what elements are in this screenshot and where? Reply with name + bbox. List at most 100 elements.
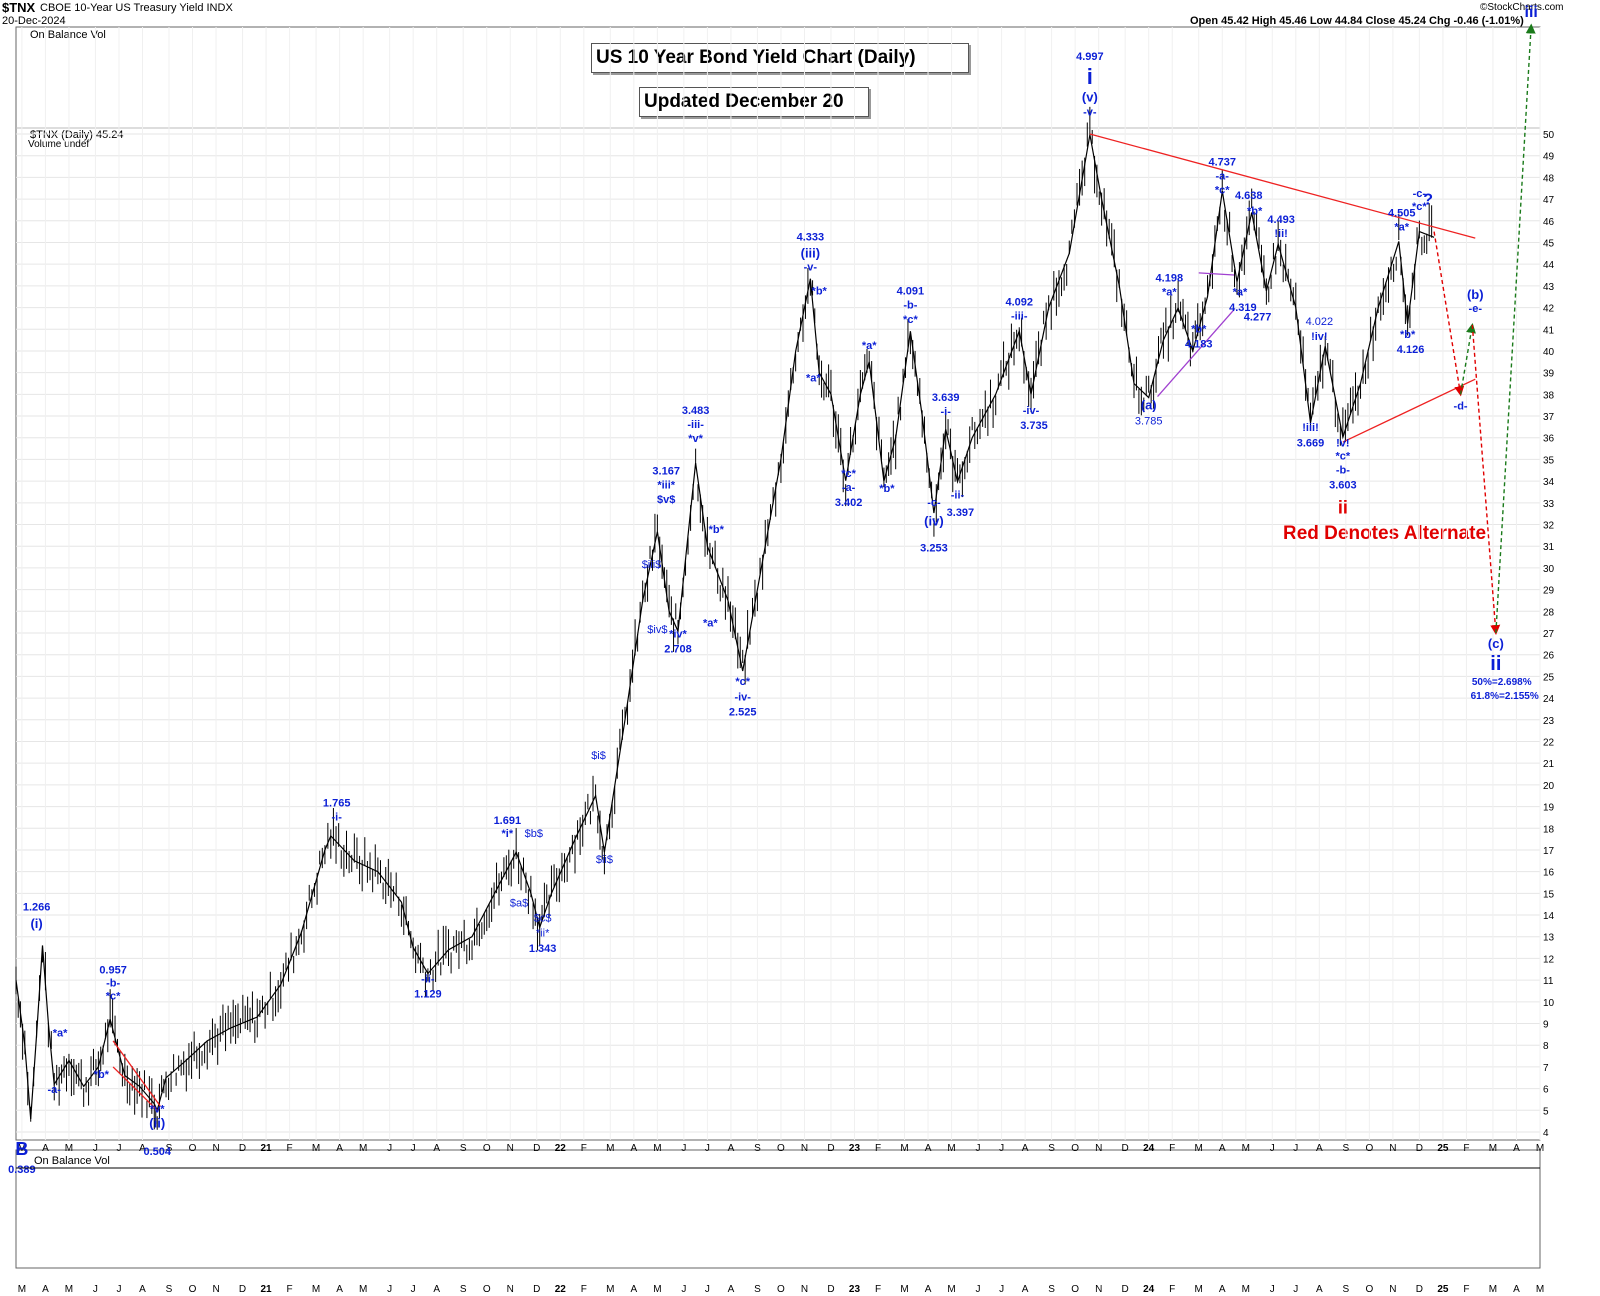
x-tick-label-lower: N	[507, 1284, 514, 1295]
wave-label: *c*	[841, 468, 856, 480]
x-tick-label-lower: S	[754, 1284, 761, 1295]
wave-label: *i*	[502, 828, 514, 840]
y-tick-label: 4	[1543, 1128, 1549, 1139]
x-tick-label-lower: 23	[849, 1284, 861, 1295]
x-tick-label-lower: A	[1219, 1284, 1226, 1295]
y-tick-label: 38	[1543, 390, 1555, 401]
wave-label: (c)	[1488, 636, 1504, 651]
lower-legend: On Balance Vol	[34, 1155, 110, 1167]
x-tick-label: S	[460, 1143, 467, 1154]
y-tick-label: 29	[1543, 586, 1555, 597]
wave-label: 3.402	[835, 497, 863, 509]
x-tick-label: A	[631, 1143, 638, 1154]
x-tick-label-lower: S	[1342, 1284, 1349, 1295]
x-tick-label-lower: D	[239, 1284, 246, 1295]
x-tick-label: D	[827, 1143, 834, 1154]
x-tick-label-lower: D	[1416, 1284, 1423, 1295]
y-tick-label: 26	[1543, 651, 1555, 662]
x-tick-label-lower: A	[631, 1284, 638, 1295]
wave-label: (v)	[1082, 89, 1098, 104]
y-tick-label: 33	[1543, 499, 1555, 510]
x-tick-label: J	[681, 1143, 686, 1154]
projection-arrow	[1495, 23, 1536, 634]
y-tick-label: 35	[1543, 455, 1555, 466]
wave-label: 4.319	[1229, 302, 1257, 314]
price-legend: $TNX (Daily) 45.24	[30, 129, 124, 141]
wave-label: 1.691	[494, 815, 522, 827]
y-tick-label: 27	[1543, 629, 1555, 640]
wave-label: $i$	[591, 750, 606, 762]
x-tick-label-lower: J	[681, 1284, 686, 1295]
y-tick-label: 10	[1543, 998, 1555, 1009]
x-tick-label: J	[116, 1143, 121, 1154]
x-tick-label: D	[533, 1143, 540, 1154]
wave-label: -iv-	[734, 691, 751, 703]
y-tick-label: 36	[1543, 434, 1555, 445]
x-tick-label-lower: J	[999, 1284, 1004, 1295]
x-tick-label: S	[166, 1143, 173, 1154]
x-tick-label-lower: A	[1022, 1284, 1029, 1295]
wave-label: 3.167	[652, 466, 680, 478]
wave-label: 4.091	[897, 286, 925, 298]
x-tick-label: O	[483, 1143, 491, 1154]
x-tick-label: S	[1342, 1143, 1349, 1154]
x-tick-label: 21	[261, 1143, 273, 1154]
wave-label: 4.198	[1156, 273, 1184, 285]
x-tick-label: M	[359, 1143, 367, 1154]
x-tick-label: J	[387, 1143, 392, 1154]
wave-label: -a-	[842, 482, 856, 494]
x-tick-label-lower: M	[312, 1284, 320, 1295]
x-tick-label: 23	[849, 1143, 861, 1154]
wave-label: i	[1087, 64, 1093, 89]
wave-label: (a)	[1141, 398, 1157, 413]
trendline-wedge-1	[1157, 309, 1235, 397]
x-tick-label: N	[1389, 1143, 1396, 1154]
x-tick-label: M	[18, 1143, 26, 1154]
wave-label: *iv*	[669, 628, 687, 640]
projection-arrow	[1433, 231, 1465, 397]
wave-label: ii	[1338, 498, 1348, 518]
x-tick-label: F	[1169, 1143, 1175, 1154]
x-tick-label-lower: O	[1365, 1284, 1373, 1295]
wave-label: 4.092	[1005, 296, 1033, 308]
wave-label: 3.397	[947, 507, 975, 519]
y-tick-label: 49	[1543, 152, 1555, 163]
y-tick-label: 8	[1543, 1041, 1549, 1052]
x-tick-label: F	[875, 1143, 881, 1154]
price-line	[15, 134, 1435, 1120]
wave-label: *b*	[1400, 329, 1416, 341]
x-tick-label: M	[1536, 1143, 1544, 1154]
wave-label: $b$	[525, 828, 543, 840]
x-tick-label-lower: J	[1293, 1284, 1298, 1295]
wave-label: -iii-	[1011, 310, 1028, 322]
trendline-diag-2020b	[112, 1066, 158, 1111]
x-tick-label-lower: J	[93, 1284, 98, 1295]
wave-label: *c*	[1412, 201, 1427, 213]
grid-lines	[16, 27, 1541, 1140]
x-tick-label-lower: F	[875, 1284, 881, 1295]
trendline-lower	[1342, 378, 1476, 443]
x-tick-label: J	[976, 1143, 981, 1154]
chart-title-box: US 10 Year Bond Yield Chart (Daily)	[591, 43, 969, 73]
x-tick-label-lower: D	[827, 1284, 834, 1295]
wave-label: *c*	[1336, 450, 1351, 462]
x-tick-label-lower: 22	[555, 1284, 567, 1295]
credit-label: ©StockCharts.com	[1480, 2, 1564, 13]
x-tick-label: N	[1095, 1143, 1102, 1154]
x-tick-label: A	[1022, 1143, 1029, 1154]
wave-label: -a-	[48, 1084, 62, 1096]
x-tick-label-lower: A	[336, 1284, 343, 1295]
y-tick-label: 24	[1543, 694, 1555, 705]
x-tick-label: 25	[1437, 1143, 1449, 1154]
chart-description: CBOE 10-Year US Treasury Yield INDX	[40, 2, 233, 14]
wave-label: *v*	[150, 1103, 165, 1115]
y-tick-label: 23	[1543, 716, 1555, 727]
wave-label: 4.997	[1076, 51, 1104, 63]
x-tick-label: J	[1293, 1143, 1298, 1154]
y-tick-label: 31	[1543, 542, 1555, 553]
wave-label: -v-	[804, 262, 818, 274]
wave-label: 0.389	[8, 1164, 36, 1176]
y-tick-label: 19	[1543, 803, 1555, 814]
x-tick-label: A	[925, 1143, 932, 1154]
wave-label: 1.129	[414, 988, 442, 1000]
